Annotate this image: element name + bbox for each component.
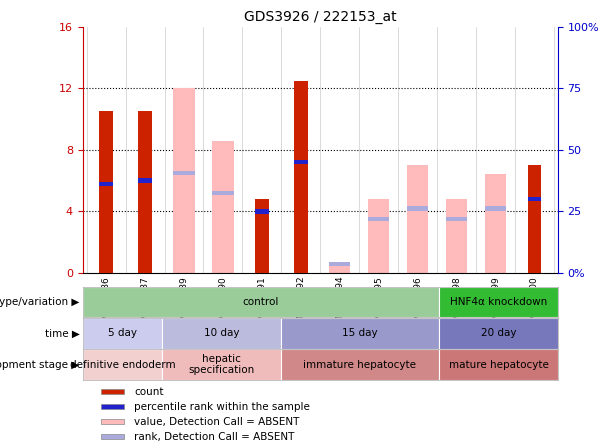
Text: control: control bbox=[243, 297, 279, 307]
Bar bbox=[439, 287, 558, 317]
Bar bbox=[407, 206, 428, 210]
Bar bbox=[329, 262, 351, 266]
Text: rank, Detection Call = ABSENT: rank, Detection Call = ABSENT bbox=[134, 432, 295, 441]
Text: genotype/variation ▶: genotype/variation ▶ bbox=[0, 297, 80, 307]
Text: definitive endoderm: definitive endoderm bbox=[69, 360, 175, 369]
Text: value, Detection Call = ABSENT: value, Detection Call = ABSENT bbox=[134, 416, 300, 427]
Bar bbox=[439, 318, 558, 349]
Bar bbox=[446, 199, 467, 273]
Title: GDS3926 / 222153_at: GDS3926 / 222153_at bbox=[244, 10, 397, 24]
Text: 10 day: 10 day bbox=[204, 329, 239, 338]
Bar bbox=[368, 217, 389, 221]
Bar bbox=[446, 217, 467, 221]
Bar bbox=[528, 197, 541, 201]
Bar bbox=[99, 111, 113, 273]
Bar bbox=[173, 88, 195, 273]
Bar bbox=[101, 404, 124, 409]
Bar bbox=[294, 80, 308, 273]
Text: percentile rank within the sample: percentile rank within the sample bbox=[134, 401, 310, 412]
Bar bbox=[139, 111, 152, 273]
Text: 5 day: 5 day bbox=[108, 329, 137, 338]
Text: count: count bbox=[134, 387, 164, 396]
Bar bbox=[101, 434, 124, 439]
Bar bbox=[485, 174, 506, 273]
Bar bbox=[281, 349, 439, 380]
Bar bbox=[407, 165, 428, 273]
Bar bbox=[281, 318, 439, 349]
Bar bbox=[83, 349, 162, 380]
Bar bbox=[212, 141, 234, 273]
Bar bbox=[485, 206, 506, 210]
Text: 20 day: 20 day bbox=[481, 329, 516, 338]
Bar bbox=[368, 199, 389, 273]
Bar bbox=[162, 349, 281, 380]
Text: immature hepatocyte: immature hepatocyte bbox=[303, 360, 416, 369]
Bar bbox=[173, 171, 195, 175]
Text: mature hepatocyte: mature hepatocyte bbox=[449, 360, 549, 369]
Bar bbox=[99, 182, 113, 186]
Bar bbox=[101, 419, 124, 424]
Bar bbox=[139, 178, 152, 183]
Bar bbox=[162, 318, 281, 349]
Bar bbox=[212, 191, 234, 195]
Bar bbox=[439, 349, 558, 380]
Text: HNF4α knockdown: HNF4α knockdown bbox=[450, 297, 547, 307]
Text: hepatic
specification: hepatic specification bbox=[188, 354, 254, 375]
Bar bbox=[101, 389, 124, 394]
Text: 15 day: 15 day bbox=[342, 329, 378, 338]
Bar bbox=[255, 209, 268, 214]
Bar bbox=[83, 318, 162, 349]
Bar bbox=[294, 160, 308, 164]
Text: development stage ▶: development stage ▶ bbox=[0, 360, 80, 369]
Bar bbox=[329, 266, 351, 273]
Bar bbox=[83, 287, 439, 317]
Text: time ▶: time ▶ bbox=[45, 329, 80, 338]
Bar bbox=[255, 199, 268, 273]
Bar bbox=[528, 165, 541, 273]
